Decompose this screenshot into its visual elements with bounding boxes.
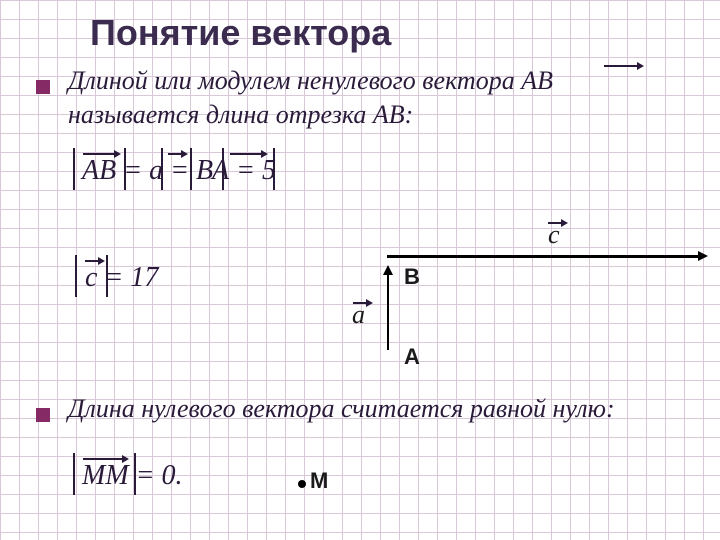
equation-1: АВ = а = ВА = 5	[82, 155, 276, 187]
abs-bar-icon	[106, 255, 108, 297]
page-title: Понятие вектора	[90, 12, 391, 54]
abs-bar-icon	[124, 148, 126, 190]
vector-overline-icon	[230, 153, 262, 155]
abs-bar-icon	[161, 148, 163, 190]
arrow-right-icon	[698, 251, 708, 261]
label-B: B	[404, 264, 420, 290]
label-a: a	[352, 300, 365, 330]
equation-2: с = 17	[85, 262, 158, 294]
abs-bar-icon	[222, 148, 224, 190]
vector-c-line	[387, 255, 700, 258]
abs-bar-icon	[190, 148, 192, 190]
vector-overline-icon	[83, 153, 115, 155]
label-M: M	[310, 468, 328, 494]
arrow-up-icon	[383, 265, 393, 275]
vector-overline-icon	[548, 222, 562, 224]
abs-bar-icon	[73, 453, 75, 495]
vector-a-line	[387, 273, 389, 350]
vector-overline-icon	[353, 302, 367, 304]
equation-3: ММ = 0.	[82, 460, 183, 492]
abs-bar-icon	[134, 453, 136, 495]
bullet-icon	[36, 408, 50, 422]
bullet-icon	[36, 80, 50, 94]
abs-bar-icon	[273, 148, 275, 190]
vector-overline-icon	[83, 458, 123, 460]
vector-overline-icon	[85, 260, 99, 262]
vector-overline-icon	[168, 153, 182, 155]
abs-bar-icon	[75, 255, 77, 297]
definition-1-line2: называется длина отрезка АВ:	[68, 100, 413, 130]
vector-overline-icon	[604, 65, 638, 67]
label-A: A	[404, 344, 420, 370]
label-c: с	[548, 220, 560, 250]
definition-2: Длина нулевого вектора считается равной …	[68, 394, 615, 424]
abs-bar-icon	[73, 148, 75, 190]
definition-1-line1: Длиной или модулем ненулевого вектора АВ	[68, 66, 553, 96]
point-M-dot	[298, 480, 306, 488]
